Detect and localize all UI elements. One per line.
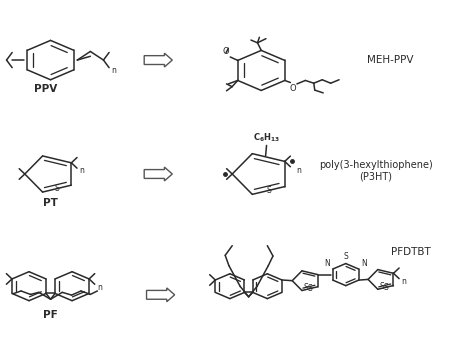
Text: S: S [55,184,59,193]
Polygon shape [144,53,172,67]
Text: S: S [380,282,384,291]
Text: n: n [79,166,84,175]
Text: n: n [112,66,116,74]
Text: N: N [361,259,367,268]
Text: $\mathbf{C_6H_{13}}$: $\mathbf{C_6H_{13}}$ [253,132,280,144]
Polygon shape [146,288,175,302]
Text: PF: PF [43,309,58,319]
Text: poly(3-hexylthiophene)
(P3HT): poly(3-hexylthiophene) (P3HT) [319,160,433,181]
Text: O: O [223,47,229,56]
Text: PT: PT [43,198,58,208]
Polygon shape [144,167,172,181]
Text: PPV: PPV [34,85,57,94]
Text: PFDTBT: PFDTBT [391,247,431,257]
Text: S: S [308,284,312,293]
Text: S: S [304,283,309,292]
Text: MEH-PPV: MEH-PPV [367,55,413,65]
Text: S: S [343,252,348,261]
Text: S: S [383,283,388,292]
Text: S: S [266,186,271,195]
Text: N: N [325,259,331,268]
Text: n: n [296,166,301,175]
Text: n: n [97,283,102,292]
Text: n: n [401,277,406,286]
Text: O: O [290,84,297,93]
